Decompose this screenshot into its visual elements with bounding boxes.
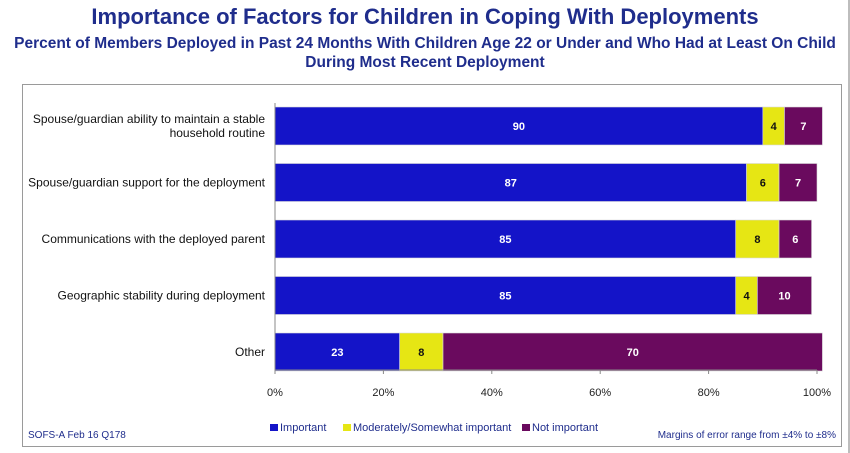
legend-label: Important bbox=[280, 422, 326, 434]
bar-segment bbox=[778, 163, 818, 202]
category-label: Communications with the deployed parent bbox=[42, 232, 266, 246]
category-label: Other bbox=[235, 345, 265, 359]
bar-segment bbox=[274, 219, 737, 259]
data-label: 8 bbox=[418, 347, 424, 359]
data-label: 6 bbox=[760, 178, 766, 190]
data-label: 6 bbox=[792, 234, 798, 246]
x-tick-label: 40% bbox=[481, 387, 503, 399]
category-label: Spouse/guardian ability to maintain a st… bbox=[33, 112, 265, 140]
legend-swatch bbox=[270, 424, 278, 431]
data-label: 4 bbox=[743, 291, 750, 303]
data-label: 90 bbox=[513, 121, 525, 133]
legend-swatch bbox=[522, 424, 530, 431]
legend-swatch bbox=[343, 424, 351, 431]
data-label: 23 bbox=[331, 347, 343, 359]
x-tick-label: 60% bbox=[589, 387, 611, 399]
bar-segment bbox=[746, 163, 780, 202]
chart-subtitle: Percent of Members Deployed in Past 24 M… bbox=[14, 35, 836, 71]
bar-segment bbox=[784, 106, 823, 146]
bar-segment bbox=[735, 219, 780, 259]
bar-segment bbox=[442, 332, 823, 372]
bar-segment bbox=[274, 276, 737, 315]
x-tick-label: 80% bbox=[698, 387, 720, 399]
category-label: Geographic stability during deployment bbox=[58, 289, 266, 303]
data-label: 70 bbox=[627, 347, 639, 359]
category-label: Spouse/guardian support for the deployme… bbox=[28, 176, 265, 190]
x-tick-label: 0% bbox=[267, 387, 283, 399]
data-label: 8 bbox=[754, 234, 760, 246]
legend-label: Not important bbox=[532, 422, 598, 434]
data-label: 85 bbox=[499, 291, 511, 303]
data-label: 10 bbox=[778, 291, 790, 303]
source-note: SOFS-A Feb 16 Q178 bbox=[28, 430, 126, 441]
chart-frame bbox=[22, 84, 842, 447]
x-tick-label: 100% bbox=[803, 387, 831, 399]
data-label: 87 bbox=[505, 178, 517, 190]
data-label: 4 bbox=[771, 121, 778, 133]
bar-segment bbox=[757, 276, 812, 315]
data-label: 7 bbox=[795, 178, 801, 190]
window-edge bbox=[848, 0, 850, 453]
legend-label: Moderately/Somewhat important bbox=[353, 422, 511, 434]
data-label: 7 bbox=[800, 121, 806, 133]
chart-title: Importance of Factors for Children in Co… bbox=[91, 4, 759, 29]
data-label: 85 bbox=[499, 234, 511, 246]
bar-segment bbox=[778, 219, 812, 259]
margin-of-error-note: Margins of error range from ±4% to ±8% bbox=[657, 430, 836, 441]
x-tick-label: 20% bbox=[372, 387, 394, 399]
